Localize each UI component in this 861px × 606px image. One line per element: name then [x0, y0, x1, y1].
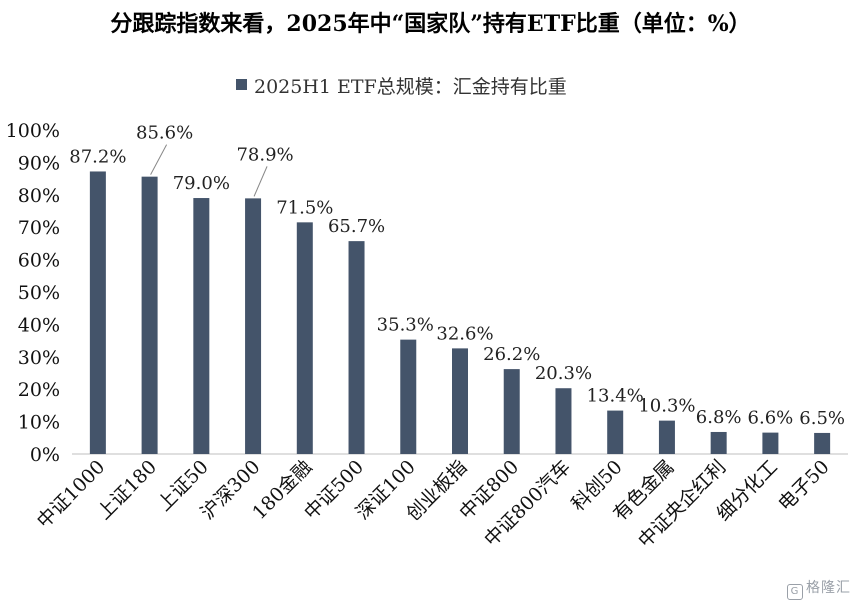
y-tick-label: 100% — [6, 120, 60, 142]
y-tick-label: 80% — [18, 185, 60, 207]
bar — [296, 222, 313, 454]
leader-line — [253, 166, 268, 197]
bar — [141, 176, 158, 454]
data-label: 79.0% — [173, 173, 230, 194]
leader-line — [150, 144, 168, 175]
data-label: 35.3% — [377, 315, 434, 336]
data-label: 26.2% — [483, 344, 540, 365]
y-tick-label: 50% — [18, 282, 60, 304]
x-tick-label: 中证1000 — [33, 456, 110, 533]
bar — [452, 348, 468, 454]
data-label: 85.6% — [136, 123, 193, 144]
y-tick-label: 60% — [18, 250, 60, 272]
data-label: 6.5% — [799, 408, 845, 429]
y-tick-label: 40% — [18, 314, 60, 336]
bar — [710, 431, 727, 454]
bar — [193, 198, 210, 454]
x-tick-label: 电子50 — [774, 456, 834, 516]
bar — [503, 369, 520, 454]
bar — [400, 339, 417, 454]
y-tick-label: 10% — [18, 412, 60, 434]
bar — [348, 241, 365, 454]
bar — [89, 171, 106, 455]
data-label: 65.7% — [328, 216, 385, 237]
bar — [607, 410, 624, 454]
watermark-text: 格隆汇 — [806, 580, 851, 596]
watermark: G 格隆汇 — [787, 577, 851, 600]
data-label: 6.6% — [748, 408, 794, 429]
chart-title: 分跟踪指数来看，2025年中“国家队”持有ETF比重（单位：%） — [110, 11, 751, 37]
bar — [245, 198, 262, 454]
data-label: 87.2% — [69, 146, 126, 167]
data-label: 20.3% — [535, 363, 592, 384]
y-tick-label: 0% — [30, 444, 60, 466]
y-tick-label: 70% — [18, 217, 60, 239]
legend-swatch — [236, 79, 247, 90]
bar — [555, 388, 572, 454]
watermark-logo-icon: G — [787, 584, 803, 600]
data-label: 32.6% — [436, 323, 493, 344]
y-tick-label: 30% — [18, 347, 60, 369]
bar — [658, 420, 675, 454]
data-label: 78.9% — [236, 144, 293, 165]
legend-label: 2025H1 ETF总规模：汇金持有比重 — [254, 76, 567, 98]
y-tick-label: 20% — [18, 379, 60, 401]
data-label: 10.3% — [638, 396, 695, 417]
bar — [814, 432, 831, 454]
y-tick-label: 90% — [18, 152, 60, 174]
bar — [762, 432, 779, 454]
data-label: 13.4% — [587, 386, 644, 407]
data-label: 6.8% — [696, 407, 742, 428]
data-label: 71.5% — [276, 197, 333, 218]
